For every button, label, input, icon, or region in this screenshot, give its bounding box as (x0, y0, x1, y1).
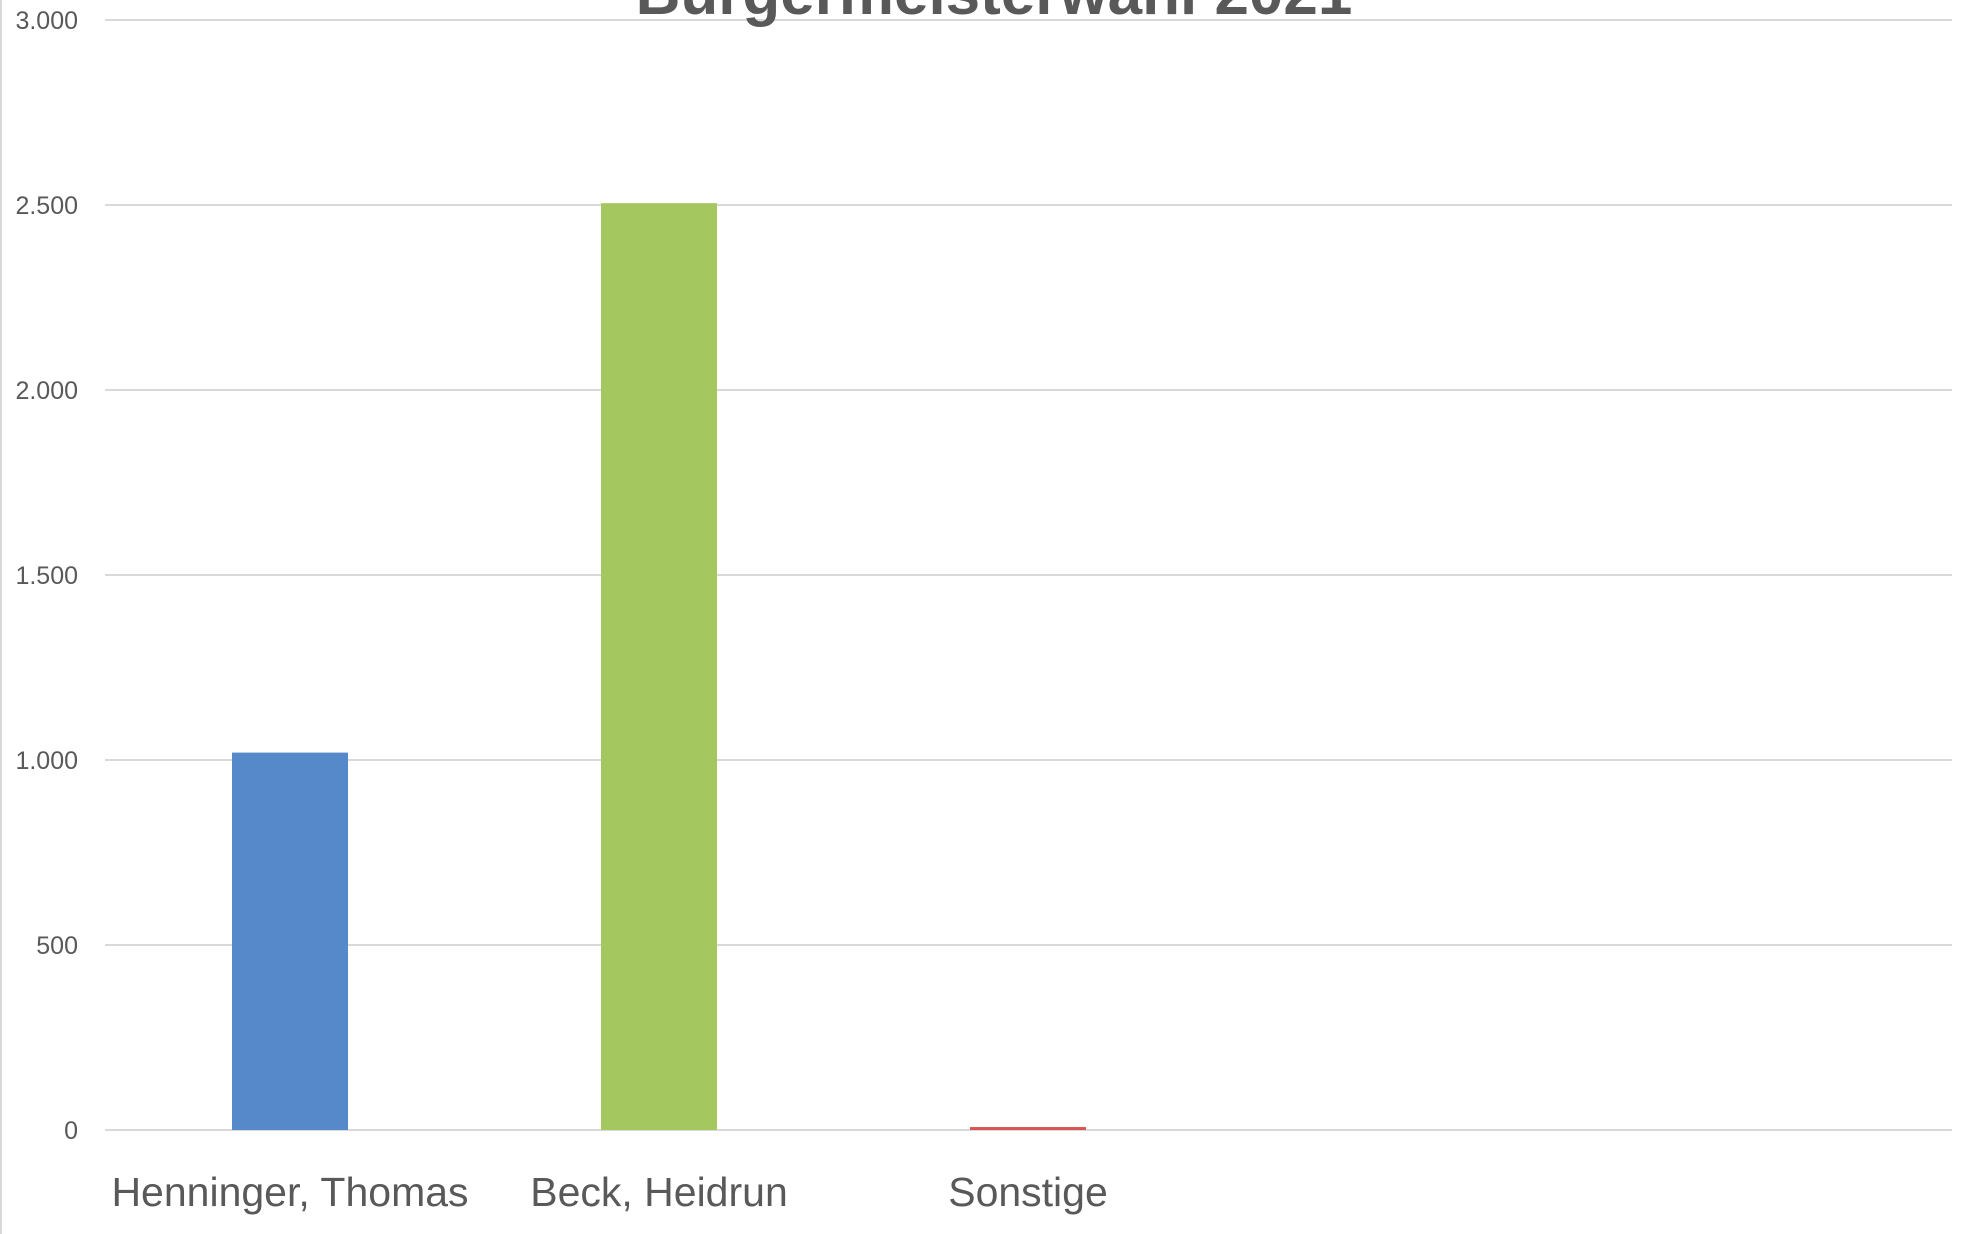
chart-title: Bürgermeisterwahl 2021 (636, 0, 1353, 28)
gridlines (105, 19, 1952, 1131)
y-tick-label: 3.000 (15, 7, 78, 35)
x-category-label: Sonstige (948, 1169, 1108, 1215)
y-tick-label: 1.500 (15, 562, 78, 590)
y-tick-label: 2.000 (15, 377, 78, 405)
bar-henninger-thomas (232, 752, 348, 1130)
y-axis-tick-labels: 0 500 1.000 1.500 2.000 2.500 3.000 (15, 7, 78, 1145)
x-axis-category-labels: Henninger, Thomas Beck, Heidrun Sonstige (111, 1169, 1107, 1215)
bar-beck-heidrun (601, 203, 717, 1130)
y-tick-label: 0 (64, 1117, 78, 1145)
bar-sonstige (970, 1127, 1086, 1130)
y-tick-label: 500 (36, 932, 78, 960)
y-tick-label: 2.500 (15, 192, 78, 220)
y-tick-label: 1.000 (15, 747, 78, 775)
x-category-label: Beck, Heidrun (530, 1169, 788, 1215)
bars (232, 203, 1086, 1130)
x-category-label: Henninger, Thomas (111, 1169, 468, 1215)
